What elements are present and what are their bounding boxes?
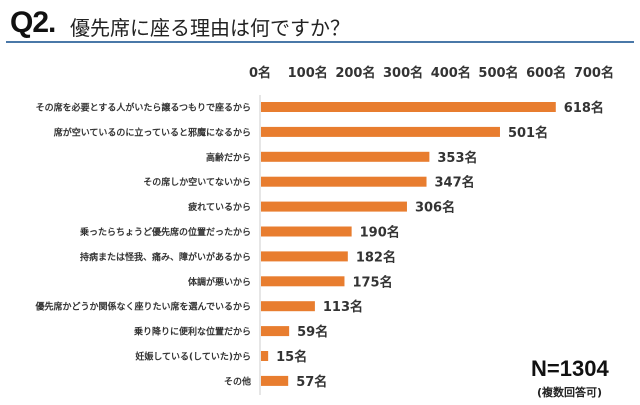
data-label: 618名 <box>564 100 604 116</box>
data-label: 347名 <box>435 175 475 191</box>
category-label: 体調が悪いから <box>188 276 251 288</box>
multiple-answer-note: (複数回答可) <box>537 386 603 399</box>
bar <box>261 126 500 137</box>
bar <box>261 102 556 112</box>
category-label: その他 <box>224 375 251 387</box>
bar <box>261 375 289 386</box>
x-tick-label: 0名 <box>249 65 271 81</box>
x-tick-label: 600名 <box>526 65 566 81</box>
page-title: 優先席に座る理由は何ですか？ <box>70 16 350 40</box>
data-label: 190名 <box>360 225 400 241</box>
category-label: 乗ったらちょうど優先席の位置だったから <box>80 226 251 238</box>
bar <box>261 251 348 262</box>
data-label: 15名 <box>276 349 307 365</box>
x-tick-label: 500名 <box>478 65 518 81</box>
data-label: 59名 <box>297 324 328 340</box>
bar <box>261 151 430 162</box>
category-label: 席が空いているのに立っていると邪魔になるから <box>54 126 251 138</box>
data-label: 306名 <box>415 200 455 216</box>
x-tick-label: 300名 <box>383 65 423 81</box>
question-number: Q2. <box>10 6 56 39</box>
bar <box>261 351 269 361</box>
category-label: 優先席かどうか関係なく座りたい席を選んでいるから <box>34 301 251 313</box>
bar <box>261 226 352 237</box>
category-label: その席を必要とする人がいたら譲るつもりで座るから <box>36 102 251 114</box>
sample-size: N=1304 <box>531 356 609 381</box>
category-label: 持病または怪我、痛み、障がいがあるから <box>80 251 251 263</box>
data-label: 501名 <box>508 125 548 141</box>
data-label: 353名 <box>437 150 477 166</box>
data-label: 113名 <box>323 299 363 315</box>
category-label: 高齢だから <box>206 151 251 163</box>
data-label: 182名 <box>356 249 396 265</box>
data-label: 175名 <box>352 274 392 290</box>
x-tick-label: 100名 <box>288 65 328 81</box>
bar <box>261 326 290 337</box>
category-label: その席しか空いてないから <box>143 176 251 188</box>
bar <box>261 201 407 212</box>
x-tick-label: 200名 <box>335 65 375 81</box>
bar <box>261 276 345 287</box>
bar <box>261 176 427 187</box>
category-label: 疲れているから <box>188 201 251 213</box>
x-tick-label: 400名 <box>431 65 471 81</box>
category-label: 妊娠している(していた)から <box>135 351 251 363</box>
x-tick-label: 700名 <box>574 65 614 81</box>
title-divider <box>6 41 634 43</box>
bar <box>261 301 315 312</box>
category-label: 乗り降りに便利な位置だから <box>134 326 251 338</box>
data-label: 57名 <box>296 374 327 390</box>
